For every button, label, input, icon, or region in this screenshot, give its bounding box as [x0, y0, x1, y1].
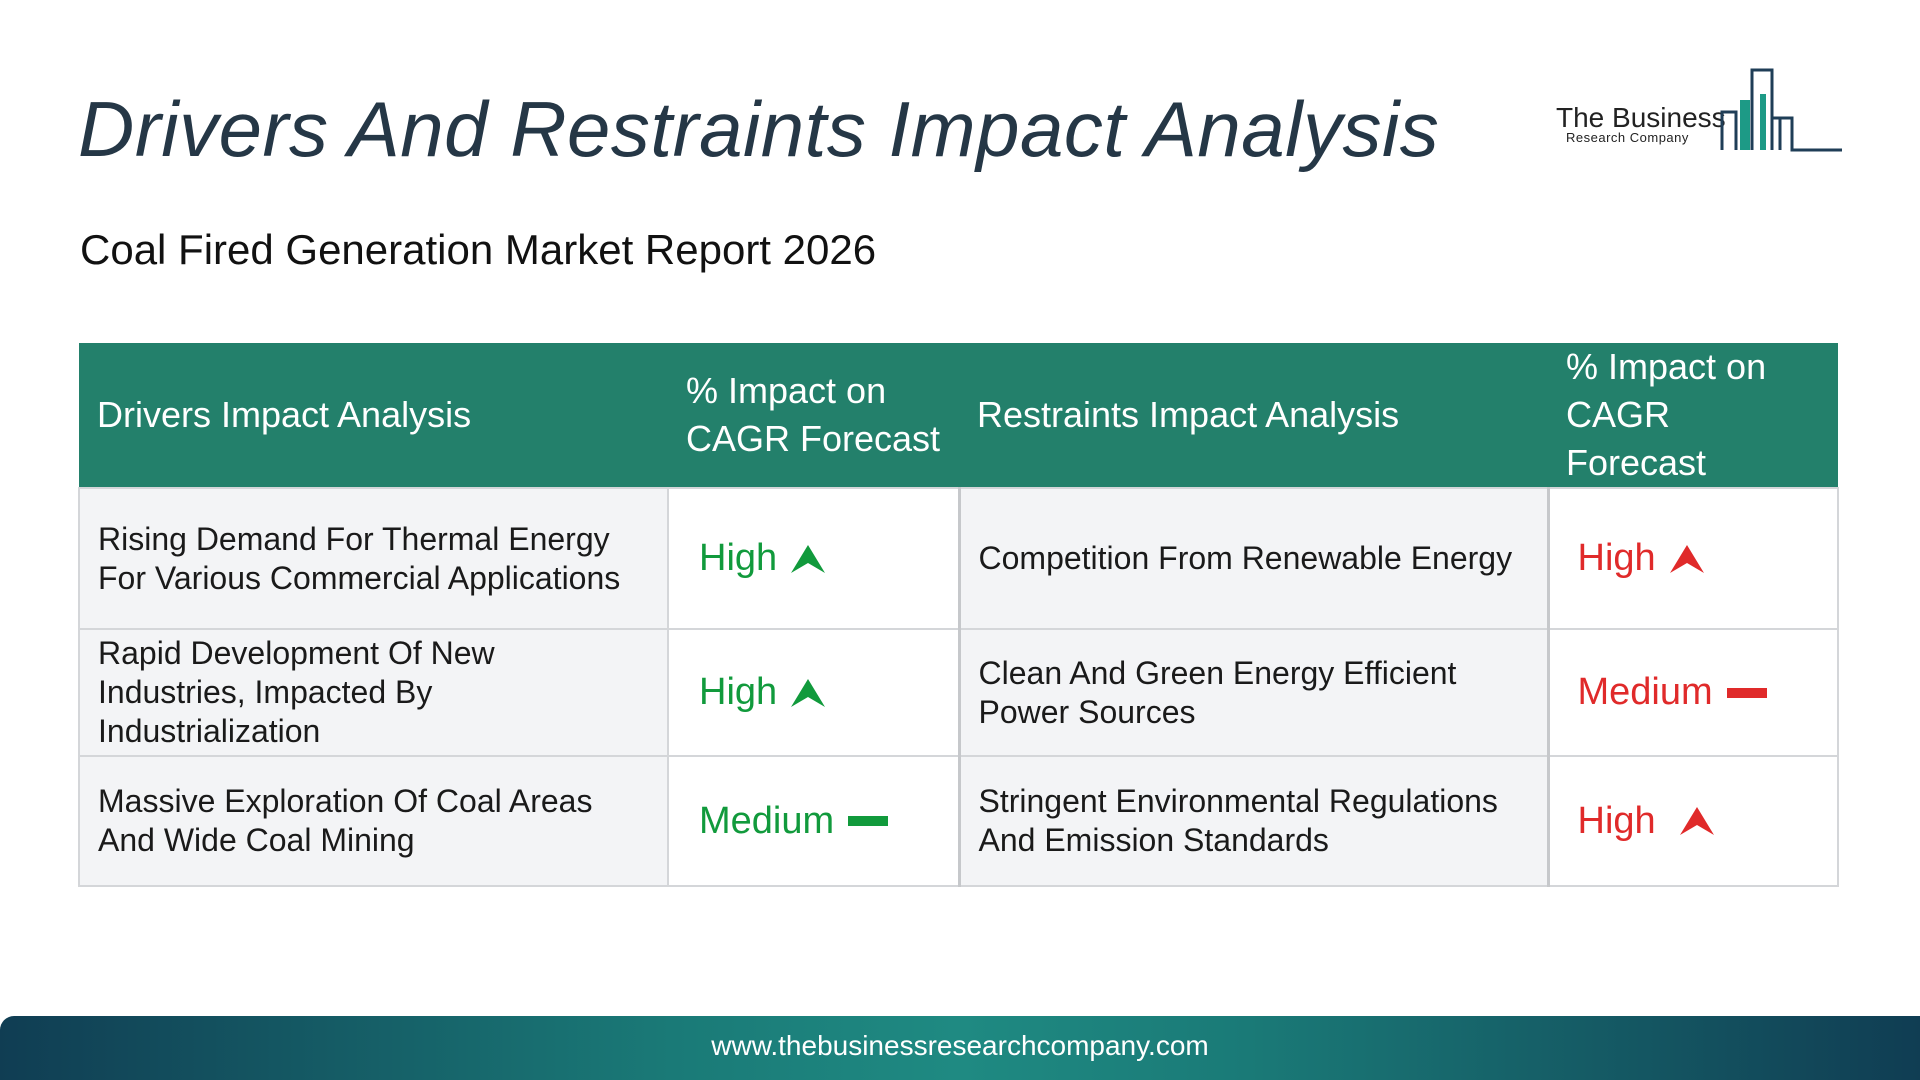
header-restraints: Restraints Impact Analysis: [959, 343, 1548, 488]
dash-icon: [848, 816, 889, 826]
driver-impact-level: High: [699, 671, 778, 713]
restraint-impact-level: High: [1577, 799, 1656, 842]
restraint-cell: Clean And Green Energy Efficient Power S…: [957, 628, 1549, 757]
arrow-up-icon: [1679, 807, 1714, 835]
page-title: Drivers And Restraints Impact Analysis: [78, 85, 1440, 173]
report-subtitle: Coal Fired Generation Market Report 2026: [80, 226, 877, 273]
building-bars-icon: [1720, 68, 1842, 152]
impact-table: Drivers Impact Analysis % Impact on CAGR…: [78, 343, 1839, 887]
restraint-impact-level: Medium: [1577, 671, 1713, 713]
driver-impact-cell: Medium: [667, 755, 960, 887]
logo-tagline: Research Company: [1566, 130, 1689, 145]
driver-impact-cell: High: [667, 628, 960, 757]
table-row: Rising Demand For Thermal Energy For Var…: [78, 487, 1839, 630]
footer-website-link[interactable]: www.thebusinessresearchcompany.com: [711, 1030, 1209, 1061]
driver-cell: Rising Demand For Thermal Energy For Var…: [78, 487, 669, 630]
footer-bar: www.thebusinessresearchcompany.com: [0, 1016, 1920, 1080]
restraint-cell: Stringent Environmental Regulations And …: [957, 755, 1549, 887]
header-drivers: Drivers Impact Analysis: [79, 343, 668, 488]
restraint-impact-cell: Medium: [1546, 628, 1839, 757]
company-logo: The Business Research Company: [1552, 66, 1842, 156]
driver-cell: Rapid Development Of New Industries, Imp…: [78, 628, 669, 757]
arrow-up-icon: [791, 544, 826, 573]
header-restraints-impact: % Impact on CAGR Forecast: [1548, 343, 1838, 488]
restraint-impact-level: High: [1577, 537, 1656, 579]
restraint-impact-cell: High: [1546, 755, 1839, 887]
logo-name: The Business: [1556, 102, 1726, 133]
header-drivers-impact: % Impact on CAGR Forecast: [668, 343, 959, 488]
table-row: Massive Exploration Of Coal Areas And Wi…: [78, 755, 1839, 887]
restraint-cell: Competition From Renewable Energy: [957, 487, 1549, 630]
table-row: Rapid Development Of New Industries, Imp…: [78, 628, 1839, 757]
driver-impact-level: High: [699, 537, 778, 579]
arrow-up-icon: [791, 678, 826, 707]
table-header-row: Drivers Impact Analysis % Impact on CAGR…: [79, 343, 1838, 488]
driver-cell: Massive Exploration Of Coal Areas And Wi…: [78, 755, 669, 887]
restraint-impact-cell: High: [1546, 487, 1839, 630]
driver-impact-cell: High: [667, 487, 960, 630]
arrow-up-icon: [1669, 544, 1704, 573]
driver-impact-level: Medium: [699, 799, 835, 842]
dash-icon: [1726, 687, 1767, 698]
